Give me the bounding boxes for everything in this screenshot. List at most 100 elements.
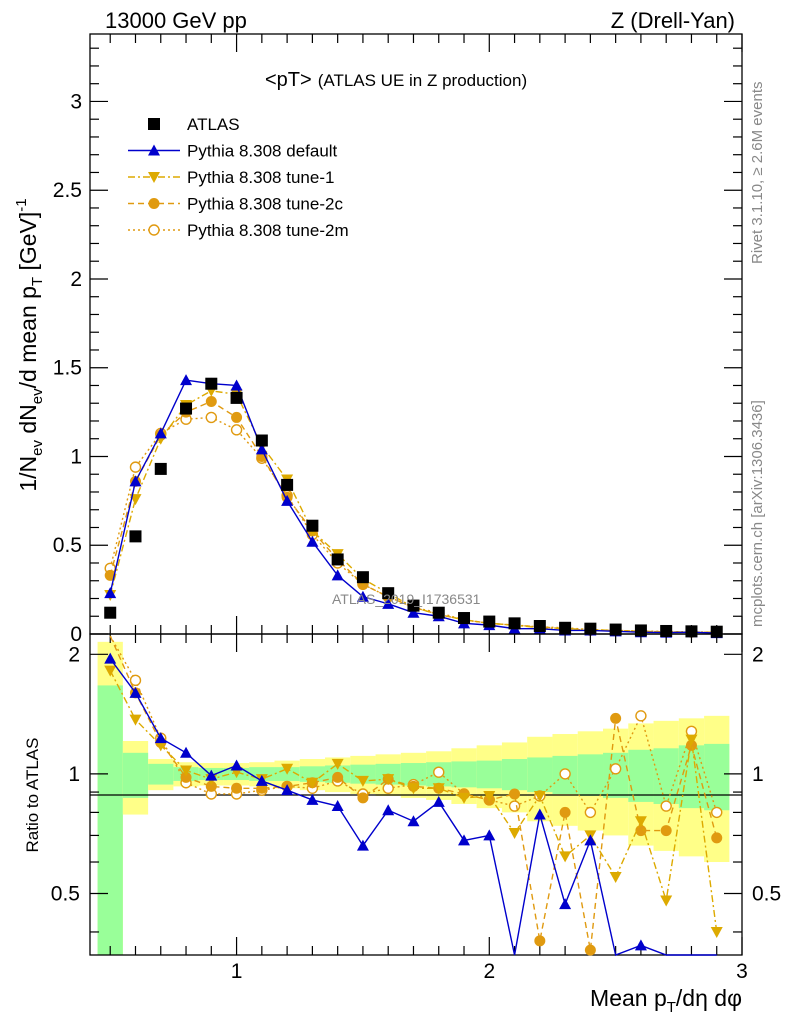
ratio-point	[432, 783, 445, 795]
ratio-point	[483, 829, 496, 841]
ratio-point	[584, 834, 597, 846]
ratio-point	[180, 765, 193, 777]
ratio-point	[356, 775, 369, 787]
ratio-point	[180, 771, 192, 783]
ratio-point	[508, 800, 521, 812]
data-point	[584, 622, 597, 635]
band-green	[527, 757, 553, 793]
legend-marker	[148, 198, 160, 209]
ratio-point	[255, 774, 268, 786]
ratio-point	[306, 777, 319, 789]
title-sub-text: (ATLAS UE in Z production)	[318, 71, 527, 90]
xtick-label: 3	[736, 960, 748, 983]
ratio-point	[609, 763, 622, 775]
main-ytick-label: 2.5	[53, 179, 82, 202]
ratio-point	[230, 759, 243, 771]
ratio-point	[104, 652, 117, 664]
band-green	[97, 685, 123, 955]
data-point	[180, 374, 193, 386]
ratio-point	[710, 926, 723, 938]
ratio-point	[356, 839, 369, 851]
data-point	[154, 462, 167, 475]
main-plot-title: <pT> (ATLAS UE in Z production)	[265, 69, 527, 91]
data-point	[306, 535, 319, 547]
data-point	[533, 620, 546, 633]
data-point	[559, 621, 572, 634]
main-ytick-label: 0.5	[53, 534, 82, 557]
ratio-point	[154, 732, 167, 744]
ratio-point	[407, 783, 420, 795]
ratio-point	[610, 712, 622, 724]
data-point	[508, 617, 521, 630]
data-point	[356, 590, 369, 602]
band-green	[577, 754, 604, 796]
ratio-point	[432, 795, 445, 807]
ratio-point	[357, 792, 369, 804]
ratio-point	[382, 804, 395, 816]
legend-marker	[148, 224, 160, 236]
ratio-point	[685, 734, 698, 746]
band-green	[603, 752, 629, 798]
header-right-label: Z (Drell-Yan)	[611, 8, 735, 33]
ratio-point	[634, 939, 647, 951]
band-green	[122, 752, 149, 798]
band-green	[400, 763, 427, 786]
legend-entry: ATLAS	[148, 115, 240, 134]
data-point	[306, 519, 319, 532]
data-point	[230, 424, 243, 436]
band-green	[476, 760, 502, 789]
ratio-point	[660, 825, 672, 837]
header-left-label: 13000 GeV pp	[105, 8, 247, 33]
data-point	[382, 597, 395, 609]
ratio-point	[205, 780, 217, 792]
ratio-point	[458, 834, 471, 846]
band-green	[501, 759, 528, 791]
data-point	[356, 571, 369, 584]
band-green	[350, 764, 376, 784]
band-green	[628, 749, 654, 802]
main-ytick-label: 1.5	[53, 357, 82, 380]
data-point	[104, 606, 117, 619]
main-ytick-label: 2	[70, 268, 82, 291]
ratio-point	[458, 792, 471, 804]
data-point	[129, 475, 142, 487]
data-point	[154, 427, 167, 439]
ratio-point	[281, 763, 294, 775]
data-point	[205, 377, 218, 390]
xlabel: Mean pT/dη dφ	[590, 985, 742, 1016]
legend-marker	[148, 144, 160, 156]
ratio-point	[634, 816, 647, 828]
data-point	[407, 606, 420, 618]
ratio-point	[382, 774, 395, 786]
main-plot-panel: 0 0.5 1 1.5 2 2.5 3 <pT> (ATLAS UE in Z product…	[53, 33, 743, 646]
ratio-point	[306, 793, 319, 805]
legend-label: Pythia 8.308 tune-2m	[187, 221, 349, 240]
ratio-point	[660, 895, 673, 907]
data-point	[205, 395, 217, 407]
data-point	[104, 587, 117, 599]
legend-entry: Pythia 8.308 tune-2c	[128, 195, 343, 214]
data-point	[609, 623, 622, 636]
ratio-ytick-label-right: 0.5	[752, 882, 781, 905]
legend-entry: Pythia 8.308 default	[128, 142, 338, 161]
data-point	[230, 379, 243, 391]
data-point	[331, 553, 344, 566]
main-ylabel: 1/Nev dNev/d mean pT [GeV]-1	[13, 198, 46, 491]
main-ytick-label: 1	[70, 445, 82, 468]
ratio-point	[281, 784, 294, 796]
legend-entry: Pythia 8.308 tune-2m	[128, 221, 349, 240]
legend-entry: Pythia 8.308 tune-1	[128, 168, 334, 187]
main-ytick-label: 0	[70, 623, 82, 646]
data-point	[281, 494, 294, 506]
ratio-ylabel: Ratio to ATLAS	[23, 738, 42, 853]
title-main-text: <pT>	[265, 69, 312, 91]
band-green	[451, 761, 477, 788]
legend-marker	[148, 118, 160, 130]
ratio-point	[533, 790, 546, 802]
rivet-label: Rivet 3.1.10, ≥ 2.6M events	[749, 82, 766, 265]
band-green	[704, 743, 730, 811]
data-point	[230, 391, 243, 404]
ratio-point	[660, 800, 672, 812]
legend-label: ATLAS	[187, 115, 240, 134]
